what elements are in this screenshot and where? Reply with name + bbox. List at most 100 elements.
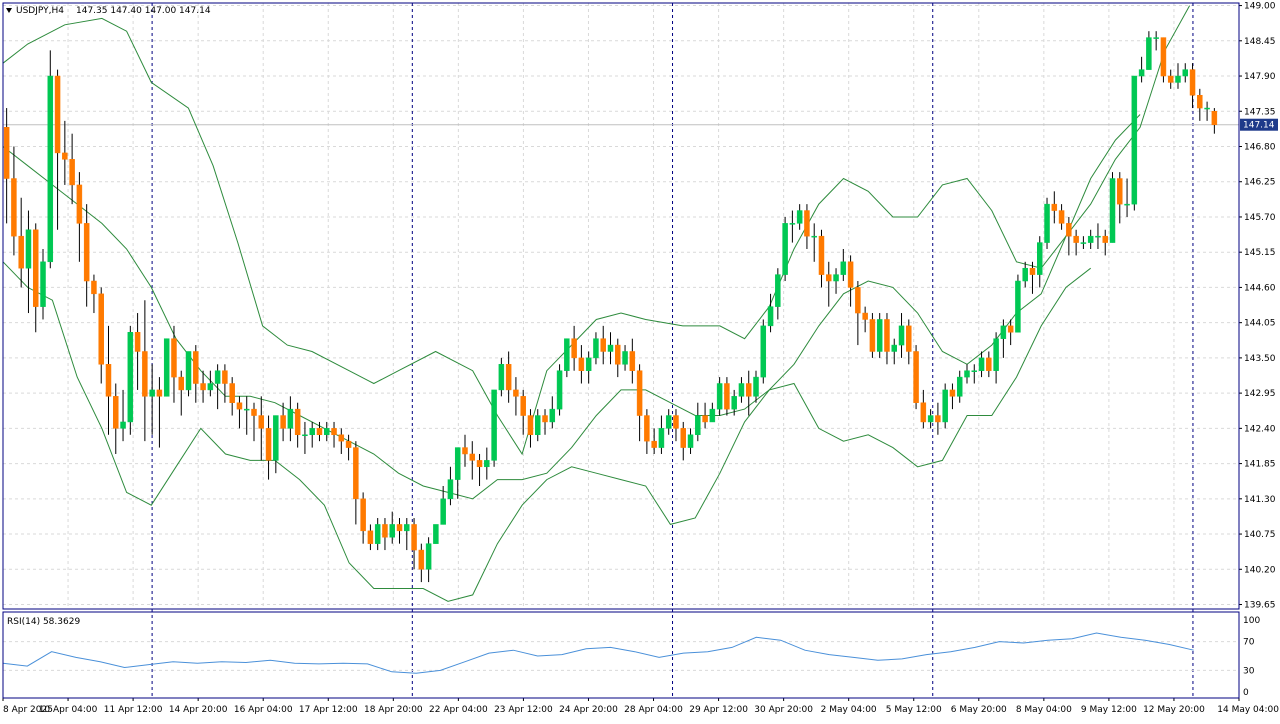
- bull-candle: [709, 408, 716, 423]
- bear-candle: [855, 287, 861, 314]
- bear-candle: [142, 351, 148, 397]
- bear-candle: [862, 312, 868, 320]
- bear-candle: [360, 498, 366, 532]
- bear-candle: [644, 415, 650, 442]
- time-tick-label: 2 May 04:00: [821, 705, 877, 715]
- bear-candle: [826, 274, 832, 282]
- bear-candle: [520, 396, 526, 416]
- bull-candle: [738, 383, 745, 397]
- bull-candle: [840, 261, 847, 275]
- bull-candle: [1204, 107, 1210, 110]
- current-price-tag: [1240, 118, 1278, 131]
- bear-candle: [258, 415, 265, 429]
- symbol-dropdown-icon[interactable]: [6, 8, 12, 13]
- price-tick-label: 141.85: [1244, 460, 1276, 470]
- price-tick-label: 140.20: [1244, 565, 1276, 575]
- bull-candle: [891, 344, 897, 352]
- bear-candle: [913, 351, 919, 403]
- time-tick-label: 5 May 12:00: [886, 705, 942, 715]
- bull-candle: [207, 383, 214, 391]
- candles: [3, 31, 1218, 583]
- bull-candle: [811, 235, 817, 238]
- bull-candle: [185, 351, 192, 391]
- bull-candle: [658, 428, 665, 448]
- bear-candle: [331, 428, 337, 436]
- price-tick-label: 145.15: [1244, 248, 1276, 258]
- bear-candle: [193, 351, 199, 384]
- time-tick-label: 29 Apr 12:00: [689, 705, 748, 715]
- bear-candle: [265, 428, 272, 461]
- bull-candle: [302, 434, 308, 437]
- bull-candle: [898, 325, 905, 346]
- bull-candle: [622, 351, 628, 365]
- bear-candle: [920, 402, 927, 423]
- bull-candle: [389, 524, 395, 538]
- bear-candle: [906, 325, 912, 352]
- bear-candle: [935, 415, 941, 423]
- bear-candle: [345, 440, 352, 448]
- bear-candle: [1160, 37, 1167, 77]
- bull-candle: [927, 415, 934, 423]
- bull-candle: [324, 428, 330, 436]
- main-pane-frame: [2, 2, 1240, 610]
- bear-candle: [338, 434, 345, 442]
- price-tick-label: 142.95: [1244, 389, 1276, 399]
- bull-candle: [149, 389, 155, 397]
- bull-candle: [484, 460, 490, 468]
- bull-candle: [243, 408, 250, 411]
- bull-candle: [796, 210, 803, 224]
- bear-candle: [1066, 223, 1072, 237]
- bear-candle: [1197, 94, 1203, 109]
- bear-candle: [353, 447, 359, 500]
- bear-candle: [527, 415, 534, 436]
- time-tick-label: 17 Apr 12:00: [299, 705, 358, 715]
- bull-candle: [1022, 267, 1028, 282]
- bull-candle: [1153, 37, 1159, 39]
- price-tick-label: 147.90: [1244, 72, 1276, 82]
- bull-candle: [1037, 242, 1043, 275]
- bull-candle: [753, 376, 759, 397]
- price-tick-label: 146.25: [1244, 178, 1276, 188]
- bull-candle: [716, 383, 723, 410]
- time-tick-label: 11 Apr 12:00: [104, 705, 163, 715]
- time-tick-label: 30 Apr 20:00: [754, 705, 813, 715]
- bull-candle: [1182, 69, 1189, 77]
- bull-candle: [404, 524, 410, 532]
- bear-candle: [804, 210, 810, 237]
- bull-candle: [687, 434, 694, 448]
- time-tick-label: 18 Apr 20:00: [364, 705, 423, 715]
- grid: [3, 3, 1239, 698]
- bear-candle: [83, 223, 90, 282]
- bull-candle: [454, 447, 461, 480]
- bear-candle: [382, 524, 388, 538]
- ohlc-header: 147.35 147.40 147.00 147.14: [76, 6, 211, 16]
- bear-candle: [251, 408, 257, 416]
- bull-candle: [273, 415, 279, 461]
- bull-candle: [1131, 75, 1138, 205]
- rsi-tick-label: 70: [1243, 638, 1255, 648]
- bear-candle: [1073, 235, 1079, 243]
- bollinger-bands: [2, 5, 1191, 602]
- bear-candle: [76, 184, 83, 224]
- symbol-header: USDJPY,H4: [16, 6, 64, 16]
- bull-candle: [1000, 325, 1007, 339]
- bull-candle: [534, 415, 541, 436]
- bull-candle: [964, 370, 970, 378]
- bull-candle: [309, 428, 315, 436]
- bear-candle: [462, 447, 468, 455]
- bear-candle: [280, 415, 286, 429]
- bull-candle: [1044, 203, 1050, 243]
- bear-candle: [1007, 325, 1014, 333]
- upper-band: [2, 5, 1191, 456]
- time-tick-label: 8 May 04:00: [1016, 705, 1072, 715]
- bear-candle: [105, 364, 112, 397]
- bull-candle: [585, 357, 592, 371]
- current-price-label: 147.14: [1243, 121, 1275, 131]
- bear-candle: [396, 524, 403, 532]
- bull-candle: [876, 319, 883, 352]
- bear-candle: [411, 524, 417, 551]
- bear-candle: [134, 332, 141, 352]
- bull-candle: [447, 479, 454, 500]
